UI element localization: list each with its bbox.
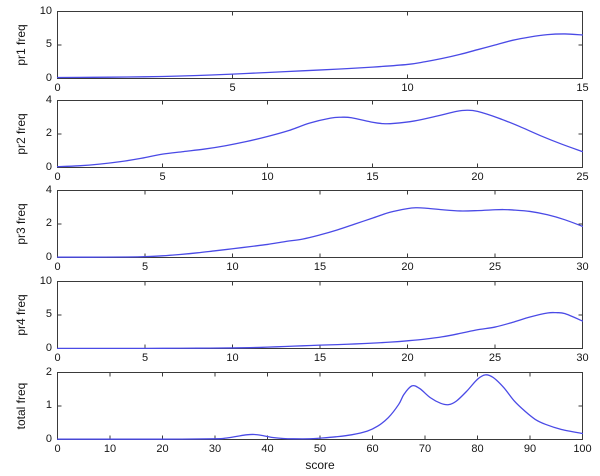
plot-box: [57, 372, 583, 440]
data-curve: [57, 109, 583, 168]
x-tick-label: 10: [103, 443, 117, 455]
y-tick-label: 0: [45, 432, 52, 445]
x-tick-label: 0: [54, 261, 61, 273]
x-tick-label: 0: [54, 82, 61, 94]
data-curve: [57, 33, 583, 79]
x-tick-label: 30: [208, 443, 222, 455]
x-tick-label: 5: [141, 352, 149, 364]
plot-box: [57, 11, 583, 79]
x-tick-label: 100: [573, 443, 592, 455]
x-tick-label: 80: [471, 443, 484, 455]
x-tick-label: 40: [261, 443, 274, 455]
plot-area-pr3: [57, 190, 583, 258]
x-tick-label: 30: [576, 352, 589, 364]
axis-ticks: [57, 372, 583, 440]
data-curve: [57, 207, 583, 258]
x-tick-label: 20: [401, 261, 414, 273]
plot-box: [57, 190, 583, 258]
x-tick-label: 5: [159, 171, 166, 183]
subplot-pr3: pr3 freq 0 5 10 15 20 25 30 0 2 4: [0, 184, 600, 274]
plot-box: [57, 100, 583, 168]
x-tick-label: 25: [488, 261, 502, 273]
x-tick-label: 90: [523, 443, 537, 455]
y-tick-label: 4: [45, 183, 52, 196]
x-tick-label: 0: [54, 443, 61, 455]
axis-ticks: [57, 190, 583, 258]
y-tick-label: 1: [45, 399, 52, 411]
plot-area-pr1: [57, 11, 583, 79]
data-curve: [57, 374, 583, 440]
x-tick-label: 10: [401, 82, 414, 94]
x-tick-label: 10: [226, 352, 239, 364]
y-tick-label: 0: [45, 160, 52, 173]
axis-ticks: [57, 281, 583, 349]
y-tick-label: 0: [45, 341, 52, 354]
x-tick-label: 0: [54, 352, 61, 364]
y-tick-label: 0: [45, 71, 52, 84]
x-tick-label: 20: [401, 352, 414, 364]
subplot-total: total freq score 0 10 20 30 40 50 60 70 80 90 100 0…: [0, 366, 600, 473]
x-tick-label: 0: [54, 171, 61, 183]
y-tick-label: 0: [45, 250, 52, 263]
x-tick-label: 20: [156, 443, 169, 455]
x-tick-label: 15: [366, 171, 379, 183]
x-tick-label: 25: [576, 171, 589, 183]
x-tick-label: 15: [313, 352, 327, 364]
x-tick-label: 20: [471, 171, 484, 183]
y-tick-label: 10: [39, 274, 52, 287]
x-tick-label: 60: [366, 443, 379, 455]
x-tick-label: 30: [576, 261, 589, 273]
x-axis-label: score: [305, 458, 335, 472]
y-tick-label: 10: [39, 4, 52, 17]
plot-area-pr2: [57, 100, 583, 168]
subplot-pr2: pr2 freq 0 5 10 15 20 25 0 2 4: [0, 94, 600, 184]
data-curve: [57, 311, 583, 349]
x-tick-label: 25: [488, 352, 502, 364]
subplot-pr4: pr4 freq 0 5 10 15 20 25 30 0 5 10: [0, 275, 600, 365]
plot-box: [57, 281, 583, 349]
plot-area-total: [57, 372, 583, 440]
x-tick-label: 10: [226, 261, 239, 273]
x-tick-label: 15: [576, 82, 589, 94]
y-tick-label: 4: [45, 93, 52, 106]
plot-area-pr4: [57, 281, 583, 349]
x-tick-label: 15: [313, 261, 327, 273]
axis-ticks: [57, 100, 583, 168]
axis-ticks: [57, 11, 583, 79]
x-tick-label: 10: [261, 171, 274, 183]
x-tick-label: 50: [313, 443, 327, 455]
y-tick-label: 2: [45, 365, 52, 378]
x-tick-label: 70: [418, 443, 432, 455]
y-tick-label: 5: [45, 38, 52, 50]
y-tick-label: 5: [45, 308, 52, 320]
y-tick-label: 2: [45, 217, 52, 229]
x-tick-label: 5: [229, 82, 236, 94]
subplot-pr1: pr1 freq 0 5 10 15 0 5 10: [0, 5, 600, 95]
y-tick-label: 2: [45, 127, 52, 139]
x-tick-label: 5: [141, 261, 149, 273]
